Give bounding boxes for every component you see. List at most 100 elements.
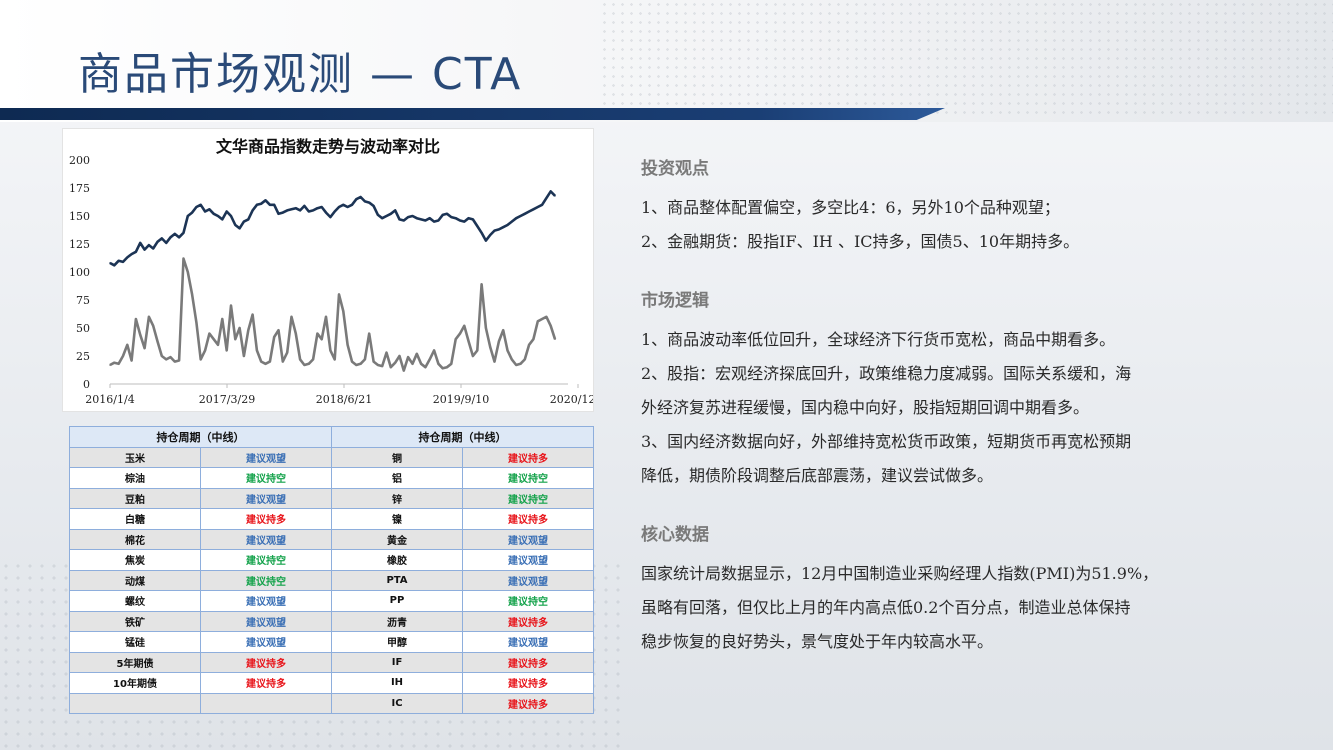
data-point [489, 234, 492, 236]
data-point [407, 216, 409, 218]
data-point [381, 365, 384, 367]
data-point [308, 363, 310, 365]
commodity-name: 豆粕 [69, 487, 201, 509]
recommendation: 建议观望 [200, 631, 332, 653]
recommendation: 建议观望 [200, 487, 332, 509]
data-point [359, 196, 362, 198]
recommendation: 建议持多 [462, 508, 594, 530]
data-point [420, 363, 422, 365]
y-tick-label: 25 [76, 350, 90, 363]
data-point [515, 217, 517, 219]
data-point [364, 358, 366, 361]
data-point [454, 338, 457, 340]
data-point [295, 207, 297, 209]
data-point [420, 218, 422, 221]
data-point [342, 310, 345, 312]
recommendation: 建议持多 [462, 446, 594, 468]
recommendation: 建议持多 [462, 692, 594, 714]
data-point [221, 318, 224, 320]
data-point [463, 220, 466, 223]
data-point [333, 210, 336, 213]
data-point [519, 363, 522, 365]
data-point [230, 215, 232, 217]
x-tick-label: 2016/1/4 [85, 393, 134, 406]
data-point [359, 363, 362, 365]
commodity-name: 白糖 [69, 508, 201, 530]
data-point [221, 218, 224, 221]
recommendation: 建议观望 [200, 610, 332, 632]
data-point [541, 204, 543, 206]
data-point [152, 325, 154, 327]
data-point [441, 367, 444, 370]
recommendation: 建议持多 [462, 610, 594, 632]
position-table: 持仓周期（中线） 持仓周期（中线） 玉米 建议观望铜建议持多 棕油 建议持空铝建议持空… [69, 426, 594, 714]
data-point [256, 349, 258, 352]
table-body: 玉米 建议观望铜建议持多 棕油 建议持空铝建议持空 豆粕 建议观望锌建议持空 白糖 建议持多镍… [69, 446, 594, 714]
table-row: 锰硅 建议观望 甲醇 建议观望 [69, 631, 594, 653]
data-point [351, 360, 353, 363]
y-tick-label: 150 [69, 210, 90, 223]
data-point [156, 340, 159, 343]
data-point [424, 366, 427, 368]
data-point [467, 340, 470, 343]
x-tick-label: 2020/12/8 [550, 393, 593, 406]
data-point [554, 338, 556, 340]
data-point [320, 206, 323, 208]
data-point [316, 332, 319, 335]
core-line: 国家统计局数据显示，12月中国制造业采购经理人指数(PMI)为51.9%， [641, 564, 1159, 583]
data-point [195, 206, 198, 208]
data-point [502, 329, 505, 331]
data-point [187, 215, 189, 217]
data-point [264, 199, 267, 202]
invest-line: 1、商品整体配置偏空，多空比4：6，另外10个品种观望； [641, 198, 1060, 217]
data-point [290, 316, 293, 318]
commodity-name: 锰硅 [69, 631, 201, 653]
data-point [450, 363, 453, 365]
logic-line: 1、商品波动率低位回升，全球经济下行货币宽松，商品中期看多。 [641, 330, 1116, 349]
data-point [195, 321, 198, 324]
data-point [152, 247, 154, 250]
data-point [282, 211, 284, 214]
data-point [312, 358, 314, 361]
recommendation: 建议持多 [200, 508, 332, 530]
data-point [524, 358, 526, 361]
data-point [433, 220, 435, 223]
data-point [390, 366, 392, 368]
commodity-name [69, 692, 201, 714]
data-point [174, 233, 176, 235]
table-header-left: 持仓周期（中线） [69, 426, 332, 448]
logic-line: 外经济复苏进程缓慢，国内稳中向好，股指短期回调中期看多。 [641, 398, 1090, 417]
table-row: 焦炭 建议持空 橡胶 建议观望 [69, 549, 594, 571]
data-point [472, 218, 474, 221]
data-point [398, 218, 401, 221]
data-point [139, 242, 141, 244]
page-title: 商品市场观测 — CTA [78, 49, 523, 100]
data-point [480, 283, 483, 286]
data-point [390, 213, 392, 215]
data-point [377, 214, 379, 216]
data-point [225, 349, 228, 352]
data-point [165, 242, 167, 244]
data-point [441, 214, 444, 216]
data-point [187, 271, 189, 273]
commodity-name: IH [331, 672, 463, 694]
data-point [368, 332, 371, 335]
data-point [403, 219, 405, 222]
data-point [148, 244, 150, 246]
data-point [117, 260, 120, 262]
commodity-name: 锌 [331, 487, 463, 509]
data-point [416, 353, 418, 355]
data-point [450, 216, 453, 218]
data-point [325, 211, 327, 214]
commodity-name: 螺纹 [69, 590, 201, 612]
data-point [537, 206, 539, 208]
commodity-name: 铝 [331, 467, 463, 489]
recommendation: 建议持空 [462, 590, 594, 612]
data-point [256, 204, 258, 206]
data-point [269, 204, 271, 206]
data-point [161, 355, 163, 357]
data-point [524, 213, 526, 215]
data-point [403, 369, 405, 372]
recommendation: 建议持空 [200, 569, 332, 591]
data-point [135, 318, 137, 320]
